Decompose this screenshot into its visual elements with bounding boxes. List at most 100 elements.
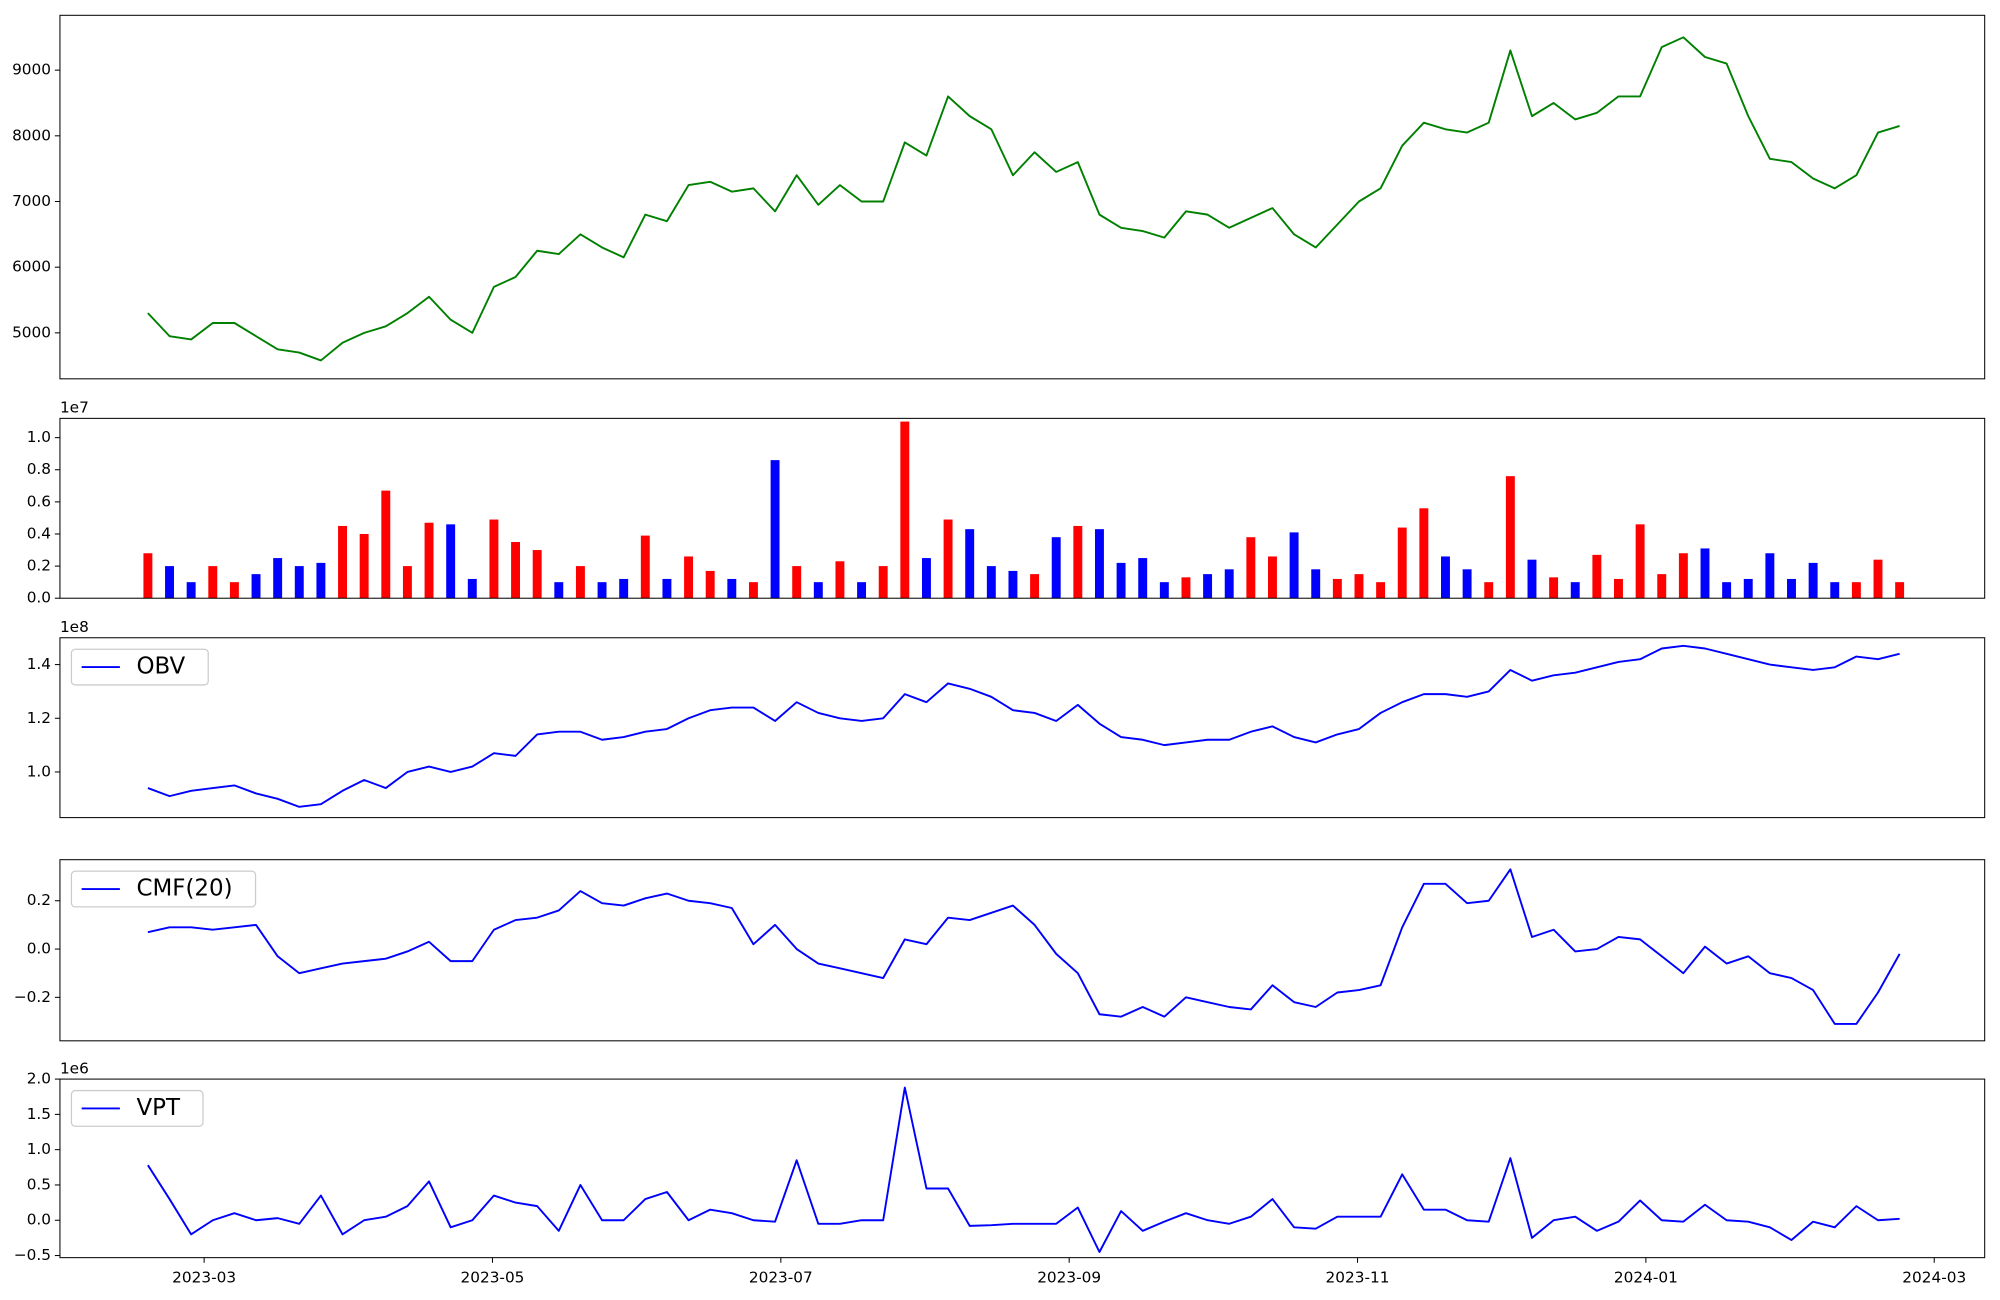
volume-bar — [165, 566, 174, 599]
volume-bar — [1159, 582, 1169, 599]
panel: 0.0 0.2 0.4 0.6 0.8 1.0 1e7 — [27, 399, 1986, 607]
y-tick-label: 1.5 — [27, 1105, 51, 1123]
volume-bar — [446, 524, 456, 599]
y-tick-label: 1.4 — [27, 655, 51, 673]
volume-bar — [1116, 562, 1126, 599]
volume-bar — [338, 525, 347, 599]
panel: 5000 6000 7000 8000 9000 — [12, 14, 1986, 380]
volume-bar — [381, 490, 391, 599]
y-tick-label: 1.0 — [27, 762, 51, 780]
volume-bar — [229, 582, 239, 599]
volume-bar — [1268, 556, 1277, 599]
legend-box — [70, 1089, 204, 1127]
volume-bar — [900, 421, 910, 599]
volume-bar — [1635, 524, 1645, 599]
y-tick-label: 9000 — [12, 61, 51, 79]
y-tick-label: −0.5 — [14, 1246, 51, 1264]
volume-bar — [1787, 578, 1796, 599]
axes-frame — [59, 1078, 1986, 1259]
volume-bar — [402, 566, 412, 599]
x-tick-label: 2023-05 — [461, 1269, 525, 1287]
volume-bar — [1094, 529, 1104, 599]
volume-bar — [770, 460, 780, 599]
volume-bar — [1397, 527, 1407, 599]
volume-bar — [921, 558, 931, 599]
x-tick-label: 2024-03 — [1902, 1269, 1966, 1287]
y-tick-label: 1.2 — [27, 709, 51, 727]
volume-bar — [1527, 559, 1537, 599]
legend-label: CMF(20) — [136, 876, 232, 902]
y-tick-label: 0.0 — [27, 940, 51, 958]
volume-bar — [1441, 556, 1450, 599]
volume-bar — [1549, 577, 1559, 599]
volume-bar — [835, 561, 845, 599]
axes-frame — [59, 14, 1986, 380]
volume-bar — [1289, 532, 1299, 599]
y-tick-label: 0.2 — [27, 557, 51, 575]
volume-bar — [1851, 582, 1861, 599]
volume-bar — [186, 582, 196, 599]
volume-bar — [1830, 582, 1840, 599]
volume-bar — [143, 553, 153, 599]
volume-bar — [273, 558, 283, 599]
volume-bar — [1311, 569, 1321, 599]
volume-bar — [1376, 582, 1386, 599]
volume-bar — [1895, 582, 1905, 599]
offset-label: 1e7 — [60, 399, 89, 417]
volume-bar — [1484, 582, 1494, 599]
volume-bar — [684, 556, 694, 599]
volume-bar — [1419, 508, 1429, 599]
panel: 1.0 1.2 1.4 1e8 OBV — [27, 618, 1986, 819]
volume-bar — [554, 582, 564, 599]
volume-bar — [727, 578, 737, 599]
volume-bar — [597, 582, 607, 599]
volume-bar — [748, 582, 758, 599]
volume-bar — [1657, 574, 1667, 599]
volume-bar — [1873, 559, 1883, 599]
volume-bar — [1203, 574, 1213, 599]
volume-bar — [1051, 537, 1061, 599]
legend-box — [70, 648, 209, 686]
series-line — [147, 1086, 1900, 1253]
legend-box — [70, 870, 257, 908]
y-tick-label: 8000 — [12, 126, 51, 144]
volume-bar — [1743, 578, 1753, 599]
volume-bar — [986, 566, 996, 599]
x-tick-label: 2023-09 — [1037, 1269, 1101, 1287]
y-tick-label: 0.4 — [27, 524, 51, 542]
volume-bar — [965, 529, 975, 599]
volume-bar — [1614, 578, 1623, 599]
axes-frame — [59, 417, 1986, 599]
volume-bar — [1570, 582, 1580, 599]
volume-bar — [1224, 569, 1234, 599]
y-tick-label: 1.0 — [27, 428, 51, 446]
volume-bar — [705, 570, 715, 599]
axes-frame — [59, 637, 1986, 819]
volume-bar — [1592, 554, 1602, 599]
volume-bar — [1181, 577, 1191, 599]
panel: −0.5 0.0 0.5 1.0 1.5 2.0 2023-03 2023-05 2023-07… — [14, 1059, 1986, 1287]
volume-bar — [1138, 558, 1148, 599]
volume-bar — [640, 535, 650, 599]
y-tick-label: 0.8 — [27, 460, 51, 478]
y-tick-label: 0.0 — [27, 589, 51, 607]
axes-frame — [59, 859, 1986, 1042]
panel: −0.2 0.0 0.2 CMF(20) — [14, 859, 1986, 1042]
volume-bar — [1722, 582, 1732, 599]
volume-bar — [1354, 574, 1364, 599]
series-line — [147, 868, 1901, 1025]
x-tick-label: 2023-07 — [749, 1269, 813, 1287]
y-tick-label: 6000 — [12, 258, 51, 276]
y-tick-label: 2.0 — [27, 1070, 51, 1088]
volume-bar — [813, 582, 823, 599]
volume-bar — [1505, 476, 1515, 599]
volume-bar — [1462, 569, 1472, 599]
volume-bar — [878, 566, 888, 599]
volume-bar — [619, 578, 629, 599]
legend-label: VPT — [136, 1095, 181, 1121]
x-tick-label: 2023-11 — [1326, 1269, 1390, 1287]
volume-bar — [943, 519, 953, 599]
volume-bar — [424, 522, 434, 599]
volume-bar — [1332, 578, 1342, 599]
